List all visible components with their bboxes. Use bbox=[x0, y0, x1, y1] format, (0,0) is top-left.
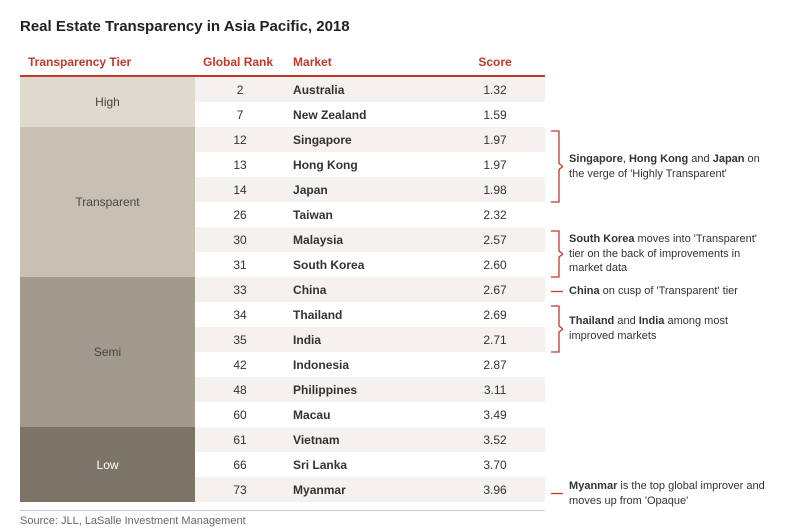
rank-cell: 31 bbox=[195, 252, 285, 277]
score-cell: 2.87 bbox=[445, 352, 545, 377]
col-score: Score bbox=[445, 49, 545, 76]
score-cell: 1.59 bbox=[445, 102, 545, 127]
score-cell: 2.57 bbox=[445, 227, 545, 252]
score-cell: 3.49 bbox=[445, 402, 545, 427]
bracket-icon bbox=[551, 481, 563, 506]
market-cell: Philippines bbox=[285, 377, 445, 402]
market-cell: New Zealand bbox=[285, 102, 445, 127]
rank-cell: 66 bbox=[195, 452, 285, 477]
col-tier: Transparency Tier bbox=[20, 49, 195, 76]
rank-cell: 48 bbox=[195, 377, 285, 402]
annotation: Singapore, Hong Kong and Japan on the ve… bbox=[551, 129, 769, 204]
market-cell: South Korea bbox=[285, 252, 445, 277]
page-title: Real Estate Transparency in Asia Pacific… bbox=[20, 18, 769, 35]
market-cell: China bbox=[285, 277, 445, 302]
rank-cell: 13 bbox=[195, 152, 285, 177]
content-area: Transparency Tier Global Rank Market Sco… bbox=[20, 49, 769, 527]
bracket-icon bbox=[551, 304, 563, 354]
header-row: Transparency Tier Global Rank Market Sco… bbox=[20, 49, 545, 76]
rank-cell: 2 bbox=[195, 76, 285, 102]
market-cell: Sri Lanka bbox=[285, 452, 445, 477]
market-cell: Indonesia bbox=[285, 352, 445, 377]
market-cell: India bbox=[285, 327, 445, 352]
col-market: Market bbox=[285, 49, 445, 76]
score-cell: 2.67 bbox=[445, 277, 545, 302]
tier-cell: Semi bbox=[20, 277, 195, 427]
score-cell: 1.97 bbox=[445, 152, 545, 177]
rank-cell: 35 bbox=[195, 327, 285, 352]
rank-cell: 26 bbox=[195, 202, 285, 227]
annotation: Thailand and India among most improved m… bbox=[551, 304, 769, 354]
bracket-icon bbox=[551, 129, 563, 204]
score-cell: 3.70 bbox=[445, 452, 545, 477]
annotation: Myanmar is the top global improver and m… bbox=[551, 479, 769, 509]
annotation-text: China on cusp of 'Transparent' tier bbox=[563, 284, 738, 299]
score-cell: 1.98 bbox=[445, 177, 545, 202]
market-cell: Macau bbox=[285, 402, 445, 427]
transparency-table: Transparency Tier Global Rank Market Sco… bbox=[20, 49, 545, 502]
rank-cell: 34 bbox=[195, 302, 285, 327]
market-cell: Malaysia bbox=[285, 227, 445, 252]
score-cell: 2.71 bbox=[445, 327, 545, 352]
rank-cell: 42 bbox=[195, 352, 285, 377]
rank-cell: 30 bbox=[195, 227, 285, 252]
tier-cell: Low bbox=[20, 427, 195, 502]
rank-cell: 14 bbox=[195, 177, 285, 202]
score-cell: 1.32 bbox=[445, 76, 545, 102]
market-cell: Thailand bbox=[285, 302, 445, 327]
table-row: High2Australia1.32 bbox=[20, 76, 545, 102]
rank-cell: 12 bbox=[195, 127, 285, 152]
rank-cell: 73 bbox=[195, 477, 285, 502]
market-cell: Vietnam bbox=[285, 427, 445, 452]
col-rank: Global Rank bbox=[195, 49, 285, 76]
score-cell: 2.32 bbox=[445, 202, 545, 227]
score-cell: 2.69 bbox=[445, 302, 545, 327]
annotation: South Korea moves into 'Transparent' tie… bbox=[551, 229, 769, 279]
score-cell: 3.11 bbox=[445, 377, 545, 402]
market-cell: Singapore bbox=[285, 127, 445, 152]
table-row: Transparent12Singapore1.97 bbox=[20, 127, 545, 152]
score-cell: 2.60 bbox=[445, 252, 545, 277]
rank-cell: 33 bbox=[195, 277, 285, 302]
table-container: Transparency Tier Global Rank Market Sco… bbox=[20, 49, 545, 527]
tier-cell: Transparent bbox=[20, 127, 195, 277]
annotation-text: South Korea moves into 'Transparent' tie… bbox=[563, 232, 769, 277]
annotation-text: Myanmar is the top global improver and m… bbox=[563, 479, 769, 509]
market-cell: Myanmar bbox=[285, 477, 445, 502]
table-row: Semi33China2.67 bbox=[20, 277, 545, 302]
market-cell: Australia bbox=[285, 76, 445, 102]
table-row: Low61Vietnam3.52 bbox=[20, 427, 545, 452]
market-cell: Japan bbox=[285, 177, 445, 202]
rank-cell: 61 bbox=[195, 427, 285, 452]
source-text: Source: JLL, LaSalle Investment Manageme… bbox=[20, 510, 545, 527]
market-cell: Taiwan bbox=[285, 202, 445, 227]
annotation-text: Thailand and India among most improved m… bbox=[563, 314, 769, 344]
tier-cell: High bbox=[20, 76, 195, 127]
bracket-icon bbox=[551, 279, 563, 304]
bracket-icon bbox=[551, 229, 563, 279]
score-cell: 1.97 bbox=[445, 127, 545, 152]
annotation: China on cusp of 'Transparent' tier bbox=[551, 279, 738, 304]
market-cell: Hong Kong bbox=[285, 152, 445, 177]
rank-cell: 7 bbox=[195, 102, 285, 127]
score-cell: 3.52 bbox=[445, 427, 545, 452]
annotation-text: Singapore, Hong Kong and Japan on the ve… bbox=[563, 152, 769, 182]
score-cell: 3.96 bbox=[445, 477, 545, 502]
rank-cell: 60 bbox=[195, 402, 285, 427]
